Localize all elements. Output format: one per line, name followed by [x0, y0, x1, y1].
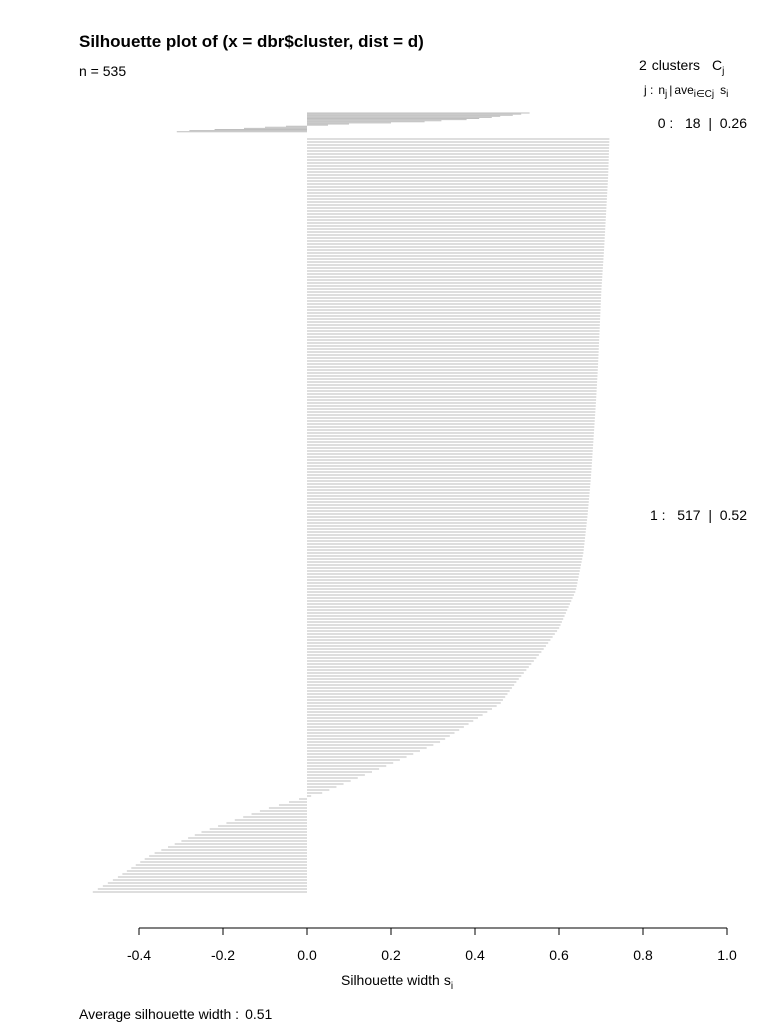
- silhouette-bars: [92, 112, 610, 893]
- x-tick-label: 0.2: [381, 947, 401, 963]
- legend-word: clusters: [652, 57, 700, 73]
- x-tick-label: 0.8: [633, 947, 653, 963]
- legend-header: 2 clusters: [639, 57, 700, 73]
- legend: 2 clusters Cj j : nj | avei∈Cj si: [639, 57, 728, 100]
- legend-cluster-symbol: Cj: [712, 57, 724, 77]
- cluster-1-label: 1 : 517 | 0.52: [650, 507, 747, 523]
- legend-count: 2: [639, 57, 647, 73]
- x-axis: -0.4 -0.2 0.0 0.2 0.4 0.6 0.8 1.0: [127, 927, 737, 963]
- x-tick-label: 0.6: [549, 947, 569, 963]
- x-tick-label: 0.0: [297, 947, 317, 963]
- legend-col-ave: ave: [674, 83, 694, 97]
- legend-col-s: s: [720, 83, 726, 97]
- legend-columns: j : nj | avei∈Cj si: [643, 83, 728, 100]
- cluster-labels: 0 : 18 | 0.26 1 : 517 | 0.52: [650, 115, 747, 523]
- average-width-value: 0.51: [245, 1006, 272, 1022]
- average-width-label: Average silhouette width :: [79, 1006, 239, 1022]
- average-width-footer: Average silhouette width : 0.51: [79, 1006, 273, 1022]
- x-tick-label: 0.4: [465, 947, 485, 963]
- n-label: n = 535: [79, 63, 126, 79]
- legend-col-n: n: [658, 83, 665, 97]
- chart-title: Silhouette plot of (x = dbr$cluster, dis…: [79, 32, 424, 51]
- x-tick-label: 1.0: [717, 947, 737, 963]
- cluster-0-label: 0 : 18 | 0.26: [658, 115, 747, 131]
- legend-col-j: j :: [643, 83, 653, 97]
- x-tick-label: -0.2: [211, 947, 235, 963]
- x-axis-label: Silhouette width si: [341, 972, 453, 992]
- x-tick-label: -0.4: [127, 947, 151, 963]
